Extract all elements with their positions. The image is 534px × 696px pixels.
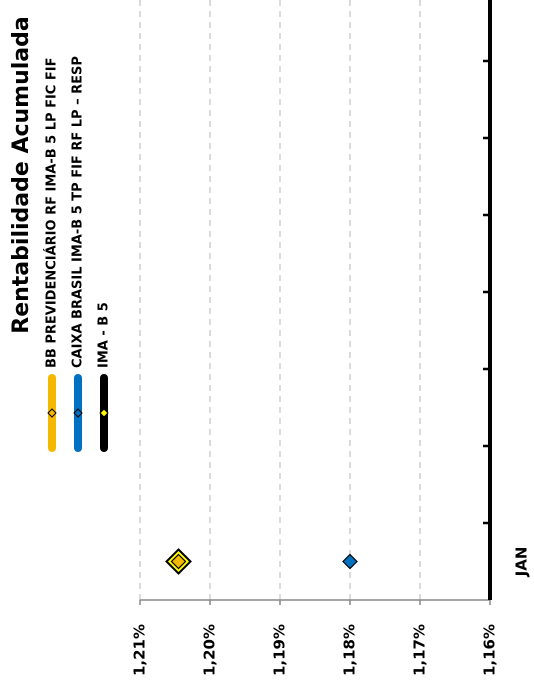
data-point: [342, 553, 358, 570]
legend-label: BB PREVIDENCIÁRIO RF IMA-B 5 LP FIC FIF: [44, 58, 60, 368]
y-tick-label: 1,19%: [271, 624, 289, 676]
y-tick-label: 1,17%: [411, 624, 429, 676]
data-point: [170, 553, 187, 570]
legend-marker: [73, 408, 83, 418]
y-tick-label: 1,20%: [201, 624, 219, 676]
y-tick-label: 1,18%: [341, 624, 359, 676]
x-tick-label: JAN: [513, 547, 531, 578]
legend-marker: [47, 408, 57, 418]
chart-title: Rentabilidade Acumulada: [9, 16, 34, 333]
y-tick-label: 1,21%: [131, 624, 149, 676]
legend-marker: [99, 408, 109, 418]
legend-label: IMA - B 5: [97, 302, 112, 368]
legend-label: CAIXA BRASIL IMA-B 5 TP FIF RF LP – RESP: [71, 56, 86, 368]
y-tick-label: 1,16%: [481, 624, 499, 676]
